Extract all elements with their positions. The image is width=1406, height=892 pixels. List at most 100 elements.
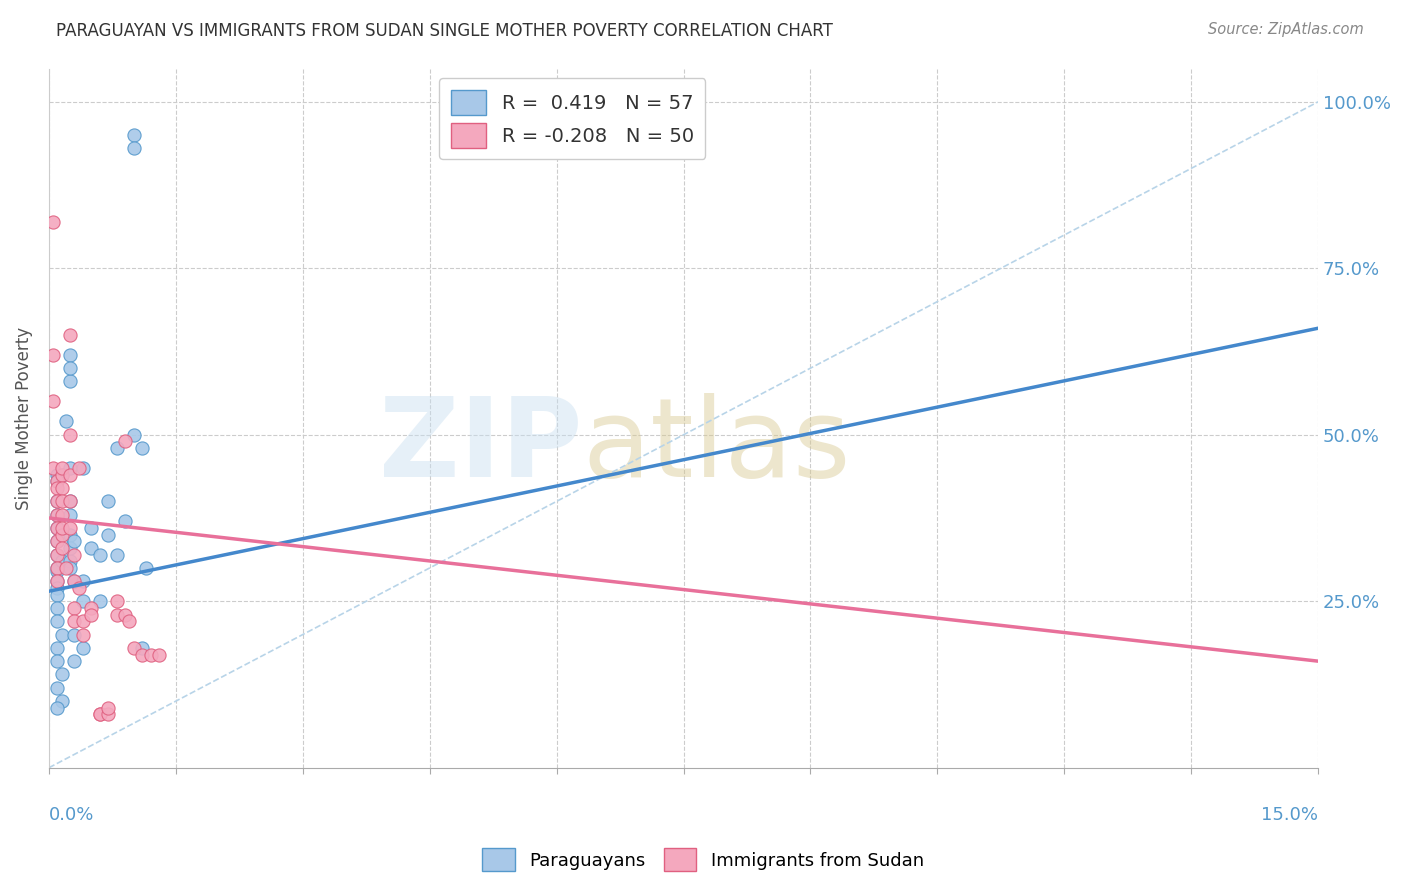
Point bbox=[46, 574, 69, 589]
Point bbox=[63, 600, 86, 615]
Point bbox=[105, 607, 128, 622]
Point bbox=[59, 541, 82, 555]
Point bbox=[89, 707, 111, 722]
Point bbox=[42, 461, 65, 475]
Point bbox=[46, 534, 69, 549]
Y-axis label: Single Mother Poverty: Single Mother Poverty bbox=[15, 326, 32, 509]
Point bbox=[46, 588, 69, 602]
Text: Source: ZipAtlas.com: Source: ZipAtlas.com bbox=[1208, 22, 1364, 37]
Point bbox=[72, 594, 94, 608]
Point bbox=[51, 627, 73, 641]
Point bbox=[46, 654, 69, 668]
Point bbox=[72, 614, 94, 628]
Point bbox=[63, 654, 86, 668]
Point bbox=[72, 461, 94, 475]
Point bbox=[72, 574, 94, 589]
Point bbox=[59, 427, 82, 442]
Point bbox=[135, 561, 157, 575]
Point bbox=[46, 508, 69, 522]
Point bbox=[122, 141, 145, 155]
Point bbox=[42, 215, 65, 229]
Point bbox=[97, 707, 120, 722]
Point bbox=[42, 348, 65, 362]
Point bbox=[89, 707, 111, 722]
Point bbox=[46, 494, 69, 508]
Point bbox=[51, 541, 73, 555]
Point bbox=[67, 461, 90, 475]
Text: ZIP: ZIP bbox=[378, 392, 582, 500]
Text: PARAGUAYAN VS IMMIGRANTS FROM SUDAN SINGLE MOTHER POVERTY CORRELATION CHART: PARAGUAYAN VS IMMIGRANTS FROM SUDAN SING… bbox=[56, 22, 834, 40]
Point bbox=[46, 548, 69, 562]
Point bbox=[131, 640, 153, 655]
Point bbox=[114, 514, 136, 528]
Point bbox=[63, 574, 86, 589]
Point bbox=[51, 481, 73, 495]
Point bbox=[46, 475, 69, 489]
Legend: R =  0.419   N = 57, R = -0.208   N = 50: R = 0.419 N = 57, R = -0.208 N = 50 bbox=[440, 78, 706, 160]
Point bbox=[63, 534, 86, 549]
Point bbox=[59, 521, 82, 535]
Point bbox=[80, 521, 103, 535]
Point bbox=[80, 541, 103, 555]
Point bbox=[148, 648, 170, 662]
Point bbox=[59, 527, 82, 541]
Point bbox=[67, 581, 90, 595]
Point bbox=[63, 548, 86, 562]
Point bbox=[80, 600, 103, 615]
Point bbox=[59, 554, 82, 568]
Point bbox=[97, 494, 120, 508]
Point bbox=[42, 394, 65, 409]
Text: 0.0%: 0.0% bbox=[49, 806, 94, 824]
Text: atlas: atlas bbox=[582, 392, 851, 500]
Point bbox=[51, 667, 73, 681]
Point bbox=[51, 527, 73, 541]
Point bbox=[122, 640, 145, 655]
Point bbox=[63, 574, 86, 589]
Legend: Paraguayans, Immigrants from Sudan: Paraguayans, Immigrants from Sudan bbox=[475, 841, 931, 879]
Point bbox=[114, 434, 136, 449]
Point bbox=[51, 461, 73, 475]
Point bbox=[131, 648, 153, 662]
Point bbox=[46, 534, 69, 549]
Point bbox=[63, 627, 86, 641]
Point bbox=[46, 600, 69, 615]
Point bbox=[46, 700, 69, 714]
Point bbox=[105, 594, 128, 608]
Point bbox=[63, 614, 86, 628]
Point bbox=[59, 461, 82, 475]
Point bbox=[55, 414, 77, 428]
Point bbox=[59, 348, 82, 362]
Point bbox=[97, 527, 120, 541]
Point bbox=[46, 614, 69, 628]
Point bbox=[51, 508, 73, 522]
Point bbox=[114, 607, 136, 622]
Point bbox=[59, 561, 82, 575]
Point bbox=[118, 614, 141, 628]
Point bbox=[131, 441, 153, 455]
Point bbox=[72, 640, 94, 655]
Point bbox=[46, 481, 69, 495]
Point bbox=[97, 700, 120, 714]
Point bbox=[46, 548, 69, 562]
Point bbox=[46, 561, 69, 575]
Point bbox=[46, 640, 69, 655]
Point bbox=[105, 548, 128, 562]
Point bbox=[80, 607, 103, 622]
Point bbox=[59, 375, 82, 389]
Point bbox=[51, 467, 73, 482]
Point bbox=[89, 594, 111, 608]
Point bbox=[89, 548, 111, 562]
Point bbox=[72, 627, 94, 641]
Point bbox=[46, 521, 69, 535]
Point bbox=[51, 521, 73, 535]
Point bbox=[46, 581, 69, 595]
Point bbox=[46, 521, 69, 535]
Point bbox=[59, 467, 82, 482]
Point bbox=[51, 494, 73, 508]
Point bbox=[59, 494, 82, 508]
Point bbox=[46, 508, 69, 522]
Point bbox=[46, 475, 69, 489]
Point bbox=[59, 361, 82, 376]
Text: 15.0%: 15.0% bbox=[1261, 806, 1319, 824]
Point bbox=[46, 574, 69, 589]
